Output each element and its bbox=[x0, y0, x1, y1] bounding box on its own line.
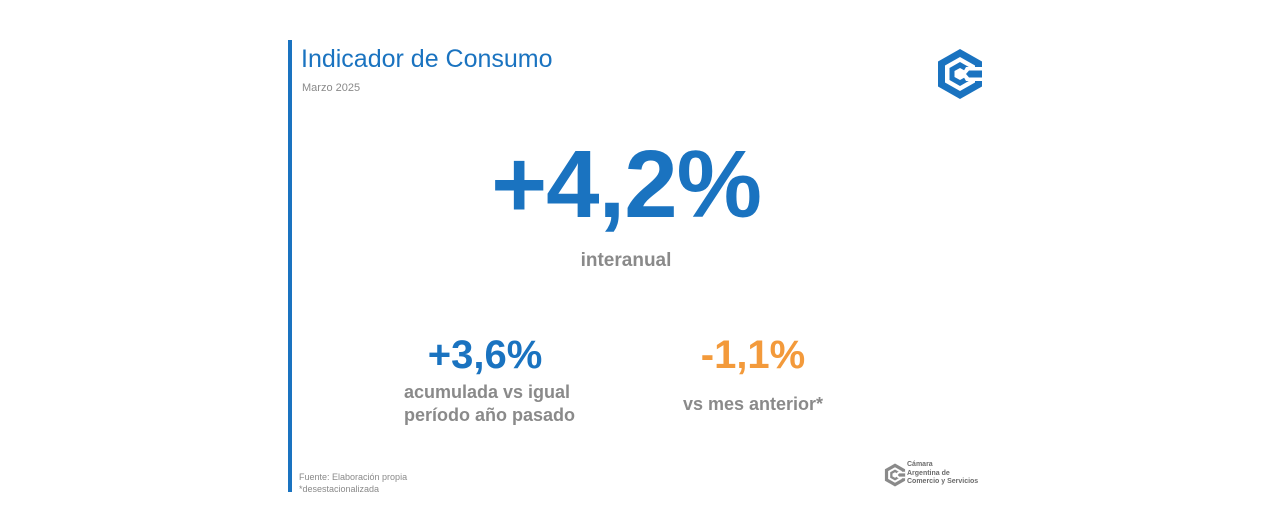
accumulated-value: +3,6% bbox=[427, 333, 543, 377]
org-name-line2: Argentina de bbox=[907, 469, 950, 477]
slide-subtitle: Marzo 2025 bbox=[302, 82, 361, 94]
org-name-line1: Cámara bbox=[907, 461, 933, 468]
monthly-label: vs mes anterior* bbox=[682, 394, 824, 414]
organization-logo: Cámara Argentina de Comercio y Servicios bbox=[884, 461, 994, 491]
accumulated-label-line1: acumulada vs igual bbox=[404, 382, 571, 402]
cac-small-logo-icon bbox=[884, 463, 906, 487]
source-footnote: Fuente: Elaboración propia bbox=[299, 472, 408, 482]
seasonal-footnote: *desestacionalizada bbox=[299, 484, 380, 494]
cac-logo-icon bbox=[938, 49, 982, 99]
monthly-value: -1,1% bbox=[700, 333, 806, 377]
organization-name: Cámara Argentina de Comercio y Servicios bbox=[907, 461, 978, 487]
slide-title: Indicador de Consumo bbox=[301, 45, 553, 73]
accumulated-label: acumulada vs igual período año pasado bbox=[404, 381, 575, 427]
main-indicator-label: interanual bbox=[580, 250, 672, 271]
accumulated-label-line2: período año pasado bbox=[404, 405, 576, 425]
org-name-line3: Comercio y Servicios bbox=[907, 478, 979, 485]
main-indicator-value: +4,2% bbox=[491, 131, 762, 238]
accent-bar bbox=[288, 40, 292, 492]
